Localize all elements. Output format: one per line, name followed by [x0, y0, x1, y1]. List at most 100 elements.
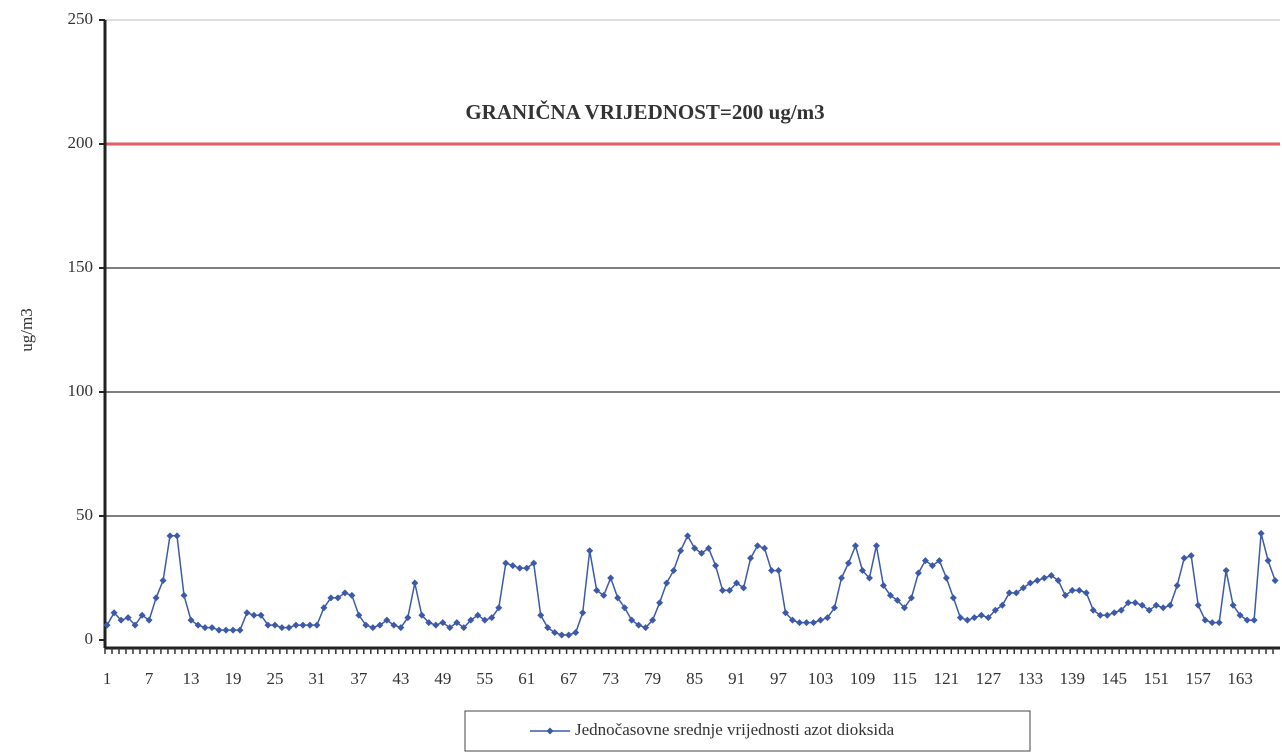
x-tick-label: 55 [476, 669, 493, 688]
data-point [131, 621, 139, 629]
data-point [768, 567, 776, 575]
data-point [243, 609, 251, 617]
data-point [313, 621, 321, 629]
x-tick-label: 115 [892, 669, 917, 688]
data-point [481, 616, 489, 624]
data-point [879, 581, 887, 589]
x-tick-label: 7 [145, 669, 154, 688]
data-point [1096, 611, 1104, 619]
x-tick-label: 151 [1143, 669, 1169, 688]
data-point [474, 611, 482, 619]
data-point [355, 611, 363, 619]
data-point [516, 564, 524, 572]
data-point [1159, 604, 1167, 612]
data-point [1054, 576, 1062, 584]
data-point [201, 624, 209, 632]
data-point [110, 609, 118, 617]
data-point [963, 616, 971, 624]
data-point [698, 549, 706, 557]
data-point [782, 609, 790, 617]
x-tick-label: 91 [728, 669, 745, 688]
x-tick-label: 109 [850, 669, 876, 688]
data-point [719, 586, 727, 594]
data-point [180, 591, 188, 599]
data-point [502, 559, 510, 567]
data-point [607, 574, 615, 582]
data-point [1236, 611, 1244, 619]
data-point [222, 626, 230, 634]
data-point [411, 579, 419, 587]
x-tick-label: 103 [808, 669, 834, 688]
data-point [152, 594, 160, 602]
data-point [362, 621, 370, 629]
data-point [740, 584, 748, 592]
y-axis-label: ug/m3 [17, 308, 36, 351]
data-point [376, 621, 384, 629]
data-point [726, 586, 734, 594]
data-point [523, 564, 531, 572]
data-point [565, 631, 573, 639]
data-point [754, 542, 762, 550]
data-point [1271, 576, 1279, 584]
data-point [809, 619, 817, 627]
data-point [1194, 601, 1202, 609]
data-point [830, 604, 838, 612]
data-point [733, 579, 741, 587]
data-point [173, 532, 181, 540]
data-point [215, 626, 223, 634]
data-point [1047, 572, 1055, 580]
data-point [851, 542, 859, 550]
data-point [334, 594, 342, 602]
data-point [103, 621, 111, 629]
data-point [257, 611, 265, 619]
x-tick-label: 85 [686, 669, 703, 688]
data-point [292, 621, 300, 629]
data-point [558, 631, 566, 639]
data-point [1180, 554, 1188, 562]
data-point [1061, 591, 1069, 599]
data-point [600, 591, 608, 599]
data-point [572, 629, 580, 637]
data-point [509, 562, 517, 570]
x-tick-label: 121 [934, 669, 960, 688]
data-point [775, 567, 783, 575]
data-point [348, 591, 356, 599]
data-point [956, 614, 964, 622]
data-point [858, 567, 866, 575]
x-tick-label: 73 [602, 669, 619, 688]
y-tick-label: 200 [68, 133, 94, 152]
data-point [628, 616, 636, 624]
data-point [1124, 599, 1132, 607]
x-tick-label: 79 [644, 669, 661, 688]
data-point [418, 611, 426, 619]
data-point [935, 557, 943, 565]
data-point [872, 542, 880, 550]
data-point [691, 544, 699, 552]
data-point [1068, 586, 1076, 594]
data-point [1138, 601, 1146, 609]
x-tick-label: 67 [560, 669, 578, 688]
data-point [453, 619, 461, 627]
x-tick-label: 97 [770, 669, 788, 688]
data-point [1187, 552, 1195, 560]
data-point [642, 624, 650, 632]
data-point [1229, 601, 1237, 609]
x-tick-label: 133 [1018, 669, 1044, 688]
y-tick-label: 0 [85, 629, 94, 648]
data-point [397, 624, 405, 632]
data-point [1026, 579, 1034, 587]
data-point [544, 624, 552, 632]
x-tick-label: 139 [1060, 669, 1086, 688]
data-point [446, 624, 454, 632]
data-point [341, 589, 349, 597]
data-point [1005, 589, 1013, 597]
data-point [250, 611, 258, 619]
data-point [747, 554, 755, 562]
data-point [900, 604, 908, 612]
data-point [1250, 616, 1258, 624]
x-tick-label: 163 [1227, 669, 1253, 688]
data-point [194, 621, 202, 629]
x-tick-label: 1 [103, 669, 112, 688]
data-point [187, 616, 195, 624]
data-point [537, 611, 545, 619]
